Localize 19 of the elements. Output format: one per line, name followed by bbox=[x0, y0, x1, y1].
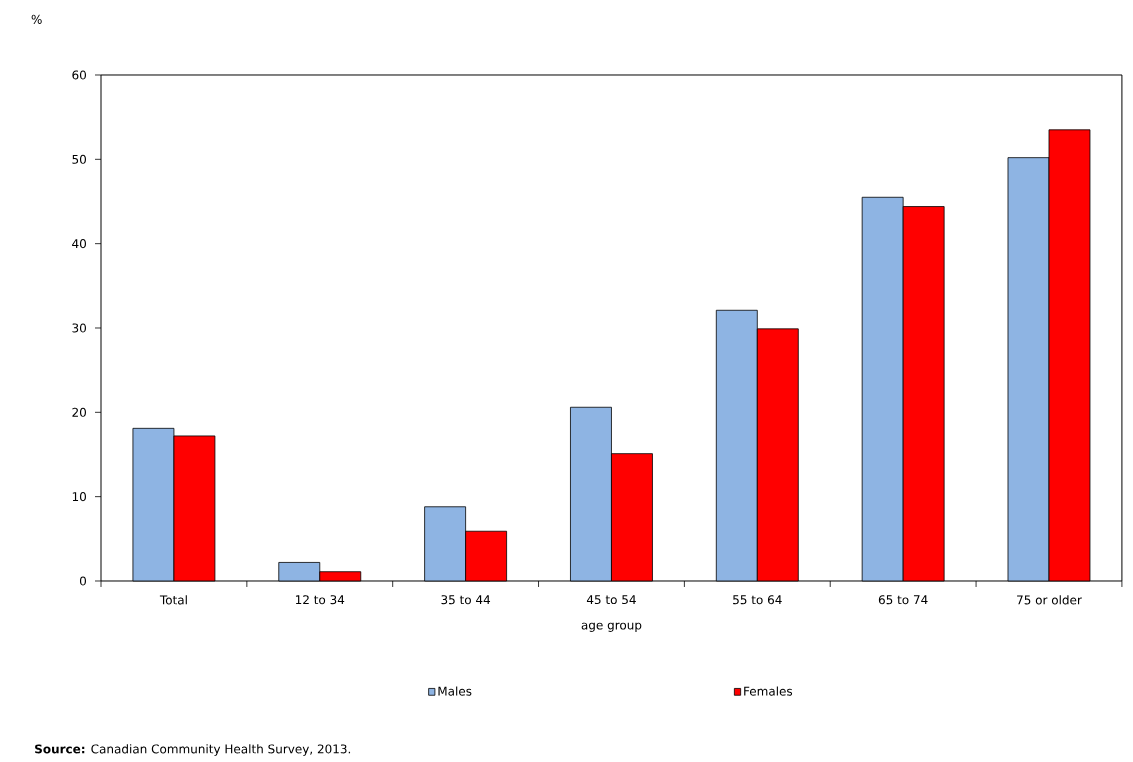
text: Source: Canadian Community Health Survey, 2013. bbox=[35, 744, 351, 756]
legend-label: Males bbox=[438, 686, 472, 696]
x-tick-label: 12 to 34 bbox=[295, 595, 345, 605]
y-tick-label: 50 bbox=[72, 154, 87, 164]
x-tick-label: 75 or older bbox=[1017, 595, 1082, 605]
x-tick-label: 55 to 64 bbox=[733, 595, 782, 605]
legend-label: Females bbox=[744, 686, 793, 696]
y-tick-label: 10 bbox=[72, 492, 87, 502]
y-tick-label: 40 bbox=[72, 239, 87, 249]
x-tick-label: 35 to 44 bbox=[441, 595, 491, 605]
y-tick-label: 30 bbox=[72, 323, 87, 333]
y-axis-title: % bbox=[31, 14, 42, 24]
y-tick-label: 60 bbox=[72, 70, 87, 80]
y-tick-label: 20 bbox=[72, 407, 87, 417]
y-tick-label: 0 bbox=[79, 576, 87, 586]
x-axis-title: age group bbox=[581, 622, 642, 632]
x-tick-label: 45 to 54 bbox=[586, 595, 636, 605]
x-tick-label: 65 to 74 bbox=[878, 595, 928, 605]
x-tick-label: Total bbox=[159, 595, 187, 605]
